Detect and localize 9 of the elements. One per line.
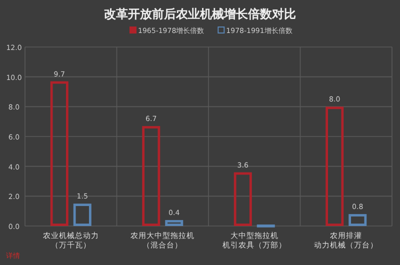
bar	[348, 214, 367, 226]
bar	[234, 172, 252, 226]
bar	[50, 81, 68, 226]
bar	[73, 204, 92, 226]
chart-title: 改革开放前后农业机械增长倍数对比	[104, 7, 296, 21]
bar	[142, 126, 160, 226]
bar	[256, 224, 275, 228]
bar	[326, 106, 344, 226]
bar	[165, 220, 184, 226]
